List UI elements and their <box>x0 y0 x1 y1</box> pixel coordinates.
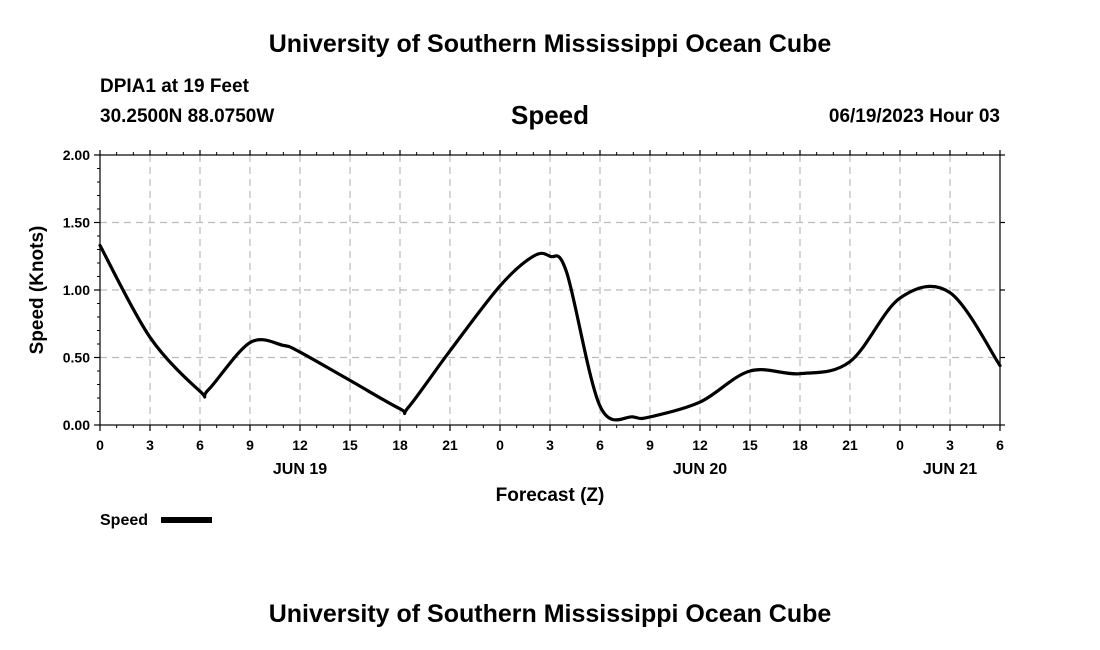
legend: Speed <box>100 512 212 529</box>
x-tick-label: 15 <box>342 437 358 453</box>
x-tick-label: 6 <box>996 437 1004 453</box>
x-tick-label: 0 <box>496 437 504 453</box>
page-title: University of Southern Mississippi Ocean… <box>268 30 832 58</box>
chart-title: Speed <box>510 100 590 130</box>
x-tick-label: 18 <box>792 437 808 453</box>
axis-ticks <box>94 150 1005 431</box>
station-coordinates: 30.2500N 88.0750W <box>100 106 275 127</box>
x-tick-label: 21 <box>842 437 858 453</box>
x-tick-label: 12 <box>292 437 308 453</box>
x-tick-label: 15 <box>742 437 758 453</box>
x-tick-label: 9 <box>246 437 254 453</box>
x-tick-label: 6 <box>196 437 204 453</box>
x-tick-label: 12 <box>692 437 708 453</box>
station-name: DPIA1 at 19 Feet <box>100 76 249 97</box>
grid-lines <box>100 155 1000 425</box>
x-tick-label: 9 <box>646 437 654 453</box>
x-day-label: JUN 19 <box>273 461 327 478</box>
x-tick-label: 6 <box>596 437 604 453</box>
x-axis-label: Forecast (Z) <box>496 485 605 506</box>
y-axis-label: Speed (Knots) <box>27 226 48 355</box>
x-tick-label: 21 <box>442 437 458 453</box>
x-tick-label: 0 <box>896 437 904 453</box>
axis-tick-labels: 0.00 0.50 1.00 1.50 2.00 0 3 6 9 12 15 18 21 0 3 6 9 12 15… <box>63 147 1004 478</box>
x-tick-label: 3 <box>946 437 954 453</box>
x-tick-label: 18 <box>392 437 408 453</box>
footer-title: University of Southern Mississippi Ocean… <box>268 600 832 628</box>
speed-series-line <box>98 243 1002 422</box>
y-tick-label: 0.50 <box>63 350 90 366</box>
x-tick-label: 0 <box>96 437 104 453</box>
x-day-label: JUN 21 <box>923 461 977 478</box>
legend-label-speed: Speed <box>100 512 148 529</box>
issue-time: 06/19/2023 Hour 03 <box>828 106 1000 127</box>
y-tick-label: 1.00 <box>63 282 90 298</box>
y-tick-label: 0.00 <box>63 417 90 433</box>
x-tick-label: 3 <box>546 437 554 453</box>
x-tick-label: 3 <box>146 437 154 453</box>
y-tick-label: 2.00 <box>63 147 90 163</box>
x-day-label: JUN 20 <box>673 461 727 478</box>
y-tick-label: 1.50 <box>63 215 90 231</box>
